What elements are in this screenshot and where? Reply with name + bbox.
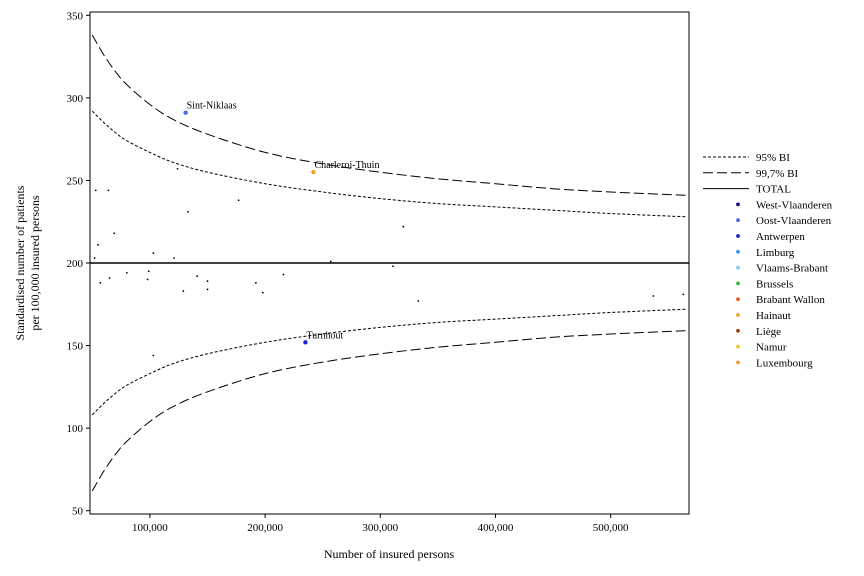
highlighted-points: Sint-Niklaas Charleroi-Thuin Turnhout <box>183 101 379 345</box>
data-point <box>93 257 96 259</box>
legend-marker <box>736 313 740 317</box>
data-point <box>329 260 332 263</box>
y-axis-title-line-1: Standardised number of patients <box>13 185 27 340</box>
data-point <box>652 295 655 297</box>
data-point <box>417 300 420 302</box>
legend-marker <box>736 328 740 333</box>
data-points <box>93 167 685 357</box>
data-point <box>261 291 264 294</box>
data-point <box>147 270 150 273</box>
data-point <box>152 252 155 254</box>
legend-label: Brabant Wallon <box>756 294 825 306</box>
legend-label: Oost-Vlaanderen <box>756 215 832 227</box>
legend-label: Hainaut <box>756 310 791 322</box>
legend-label: Vlaams-Brabant <box>756 263 828 275</box>
data-point <box>402 225 405 228</box>
highlighted-point <box>311 169 316 175</box>
highlighted-point <box>303 340 308 345</box>
point-annotation: Charleroi-Thuin <box>314 160 379 171</box>
data-point <box>152 354 155 357</box>
y-tick-label: 150 <box>67 341 84 353</box>
legend-label: Luxembourg <box>756 357 813 369</box>
x-tick-label: 400,000 <box>478 522 514 534</box>
ci997-lines <box>91 34 686 492</box>
data-point <box>173 257 175 259</box>
data-point <box>187 210 189 213</box>
legend-marker <box>736 344 740 349</box>
legend-label: Limburg <box>756 247 795 259</box>
legend-marker <box>736 281 740 286</box>
data-point <box>97 243 99 246</box>
data-point <box>196 275 199 278</box>
x-axis-title: Number of insured persons <box>324 547 455 561</box>
ci95-lower-line <box>91 308 686 416</box>
x-axis: 100,000 200,000 300,000 400,000 500,000 <box>132 514 629 534</box>
data-point <box>282 273 285 276</box>
data-point <box>99 281 102 284</box>
point-annotation: Sint-Niklaas <box>187 101 237 112</box>
data-point <box>107 189 110 192</box>
data-point <box>254 281 257 284</box>
data-point <box>392 265 394 268</box>
data-point <box>237 199 240 202</box>
ci95-upper-line <box>91 110 686 218</box>
data-point <box>108 276 111 279</box>
legend-label: 95% BI <box>756 152 790 164</box>
data-point <box>125 272 128 274</box>
legend-marker <box>736 218 740 223</box>
legend-marker <box>736 202 740 207</box>
x-tick-label: 100,000 <box>132 522 168 534</box>
y-axis-title: Standardised number of patients per 100,… <box>13 185 42 340</box>
y-tick-label: 350 <box>67 10 84 22</box>
data-point <box>94 189 97 192</box>
data-point <box>206 288 209 291</box>
legend-marker <box>736 360 740 365</box>
legend-marker <box>736 249 740 254</box>
legend-label: West-Vlaanderen <box>756 199 833 211</box>
legend-label: Brussels <box>756 278 793 290</box>
data-point <box>682 293 685 296</box>
legend: 95% BI 99,7% BI TOTAL West-Vlaanderen Oost-V… <box>703 152 833 369</box>
y-tick-label: 100 <box>67 423 84 435</box>
y-axis-title-line-2: per 100,000 insured persons <box>28 195 42 331</box>
x-tick-label: 500,000 <box>593 522 629 534</box>
y-tick-label: 50 <box>72 506 84 518</box>
data-point <box>182 290 185 292</box>
data-point <box>146 278 149 281</box>
y-tick-label: 200 <box>67 258 84 270</box>
x-tick-label: 300,000 <box>362 522 398 534</box>
ci997-upper-line <box>91 34 686 196</box>
point-annotation: Turnhout <box>306 330 343 341</box>
x-tick-label: 200,000 <box>247 522 283 534</box>
legend-label: Liège <box>756 326 781 338</box>
y-tick-label: 300 <box>67 93 84 105</box>
legend-label: TOTAL <box>756 184 791 196</box>
ci95-lines <box>91 110 686 416</box>
y-axis: 50 100 150 200 250 300 350 <box>67 10 90 518</box>
legend-marker <box>736 265 740 270</box>
data-point <box>113 232 116 235</box>
legend-marker <box>736 234 740 238</box>
legend-marker <box>736 297 740 302</box>
data-point <box>176 167 179 170</box>
ci997-lower-line <box>91 330 686 492</box>
highlighted-point <box>183 110 188 115</box>
legend-label: 99,7% BI <box>756 168 799 180</box>
legend-label: Namur <box>756 342 787 354</box>
legend-label: Antwerpen <box>756 231 805 243</box>
data-point <box>206 280 209 283</box>
y-tick-label: 250 <box>67 175 84 187</box>
